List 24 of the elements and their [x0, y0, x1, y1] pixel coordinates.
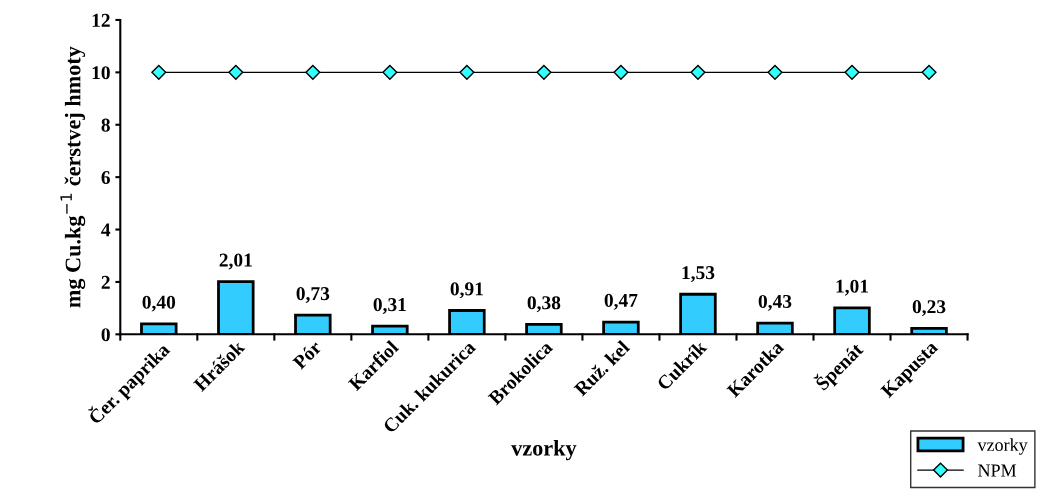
y-tick-label: 10	[92, 66, 110, 80]
data-label: 0,31	[373, 298, 406, 314]
data-label: 0,43	[758, 294, 792, 311]
x-axis-title: vzorky	[511, 440, 577, 461]
legend-label: vzorky	[977, 438, 1028, 455]
data-label: 0,73	[296, 287, 330, 303]
data-label: 0,38	[527, 296, 561, 313]
y-tick-label: 6	[101, 171, 110, 185]
data-label: 2,01	[219, 253, 252, 270]
x-tick-label: Pór	[291, 339, 323, 371]
legend-label: NPM	[978, 464, 1017, 477]
y-tick-label: 12	[92, 13, 110, 27]
data-label: 1,01	[836, 279, 869, 296]
y-tick-label: 0	[101, 328, 110, 342]
x-tick-label: Ruž. kel	[572, 339, 631, 397]
data-label: 0,23	[912, 300, 946, 317]
data-label: 1,53	[682, 266, 715, 283]
data-label: 0,40	[142, 295, 176, 312]
y-tick-label: 4	[101, 223, 111, 237]
y-tick-label: 2	[101, 275, 110, 289]
data-label: 0,47	[604, 293, 638, 310]
y-tick-label: 8	[101, 118, 110, 132]
y-axis-title: mg Cu.kg$^{−1}$ čerstvej hmoty	[60, 46, 86, 308]
data-label: 0,91	[450, 282, 483, 299]
